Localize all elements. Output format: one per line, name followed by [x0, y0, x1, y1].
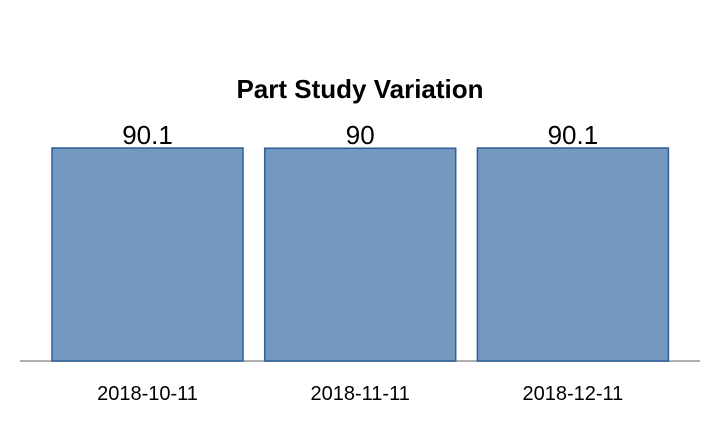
data-label-2: 90	[346, 120, 375, 150]
x-tick-label-1: 2018-10-11	[97, 383, 198, 405]
bar-3	[476, 147, 670, 362]
bar-2	[263, 147, 457, 362]
x-tick-label-3: 2018-12-11	[522, 383, 623, 405]
x-tick-label-2: 2018-11-11	[311, 383, 410, 405]
data-label-1: 90.1	[122, 120, 173, 150]
data-label-3: 90.1	[548, 120, 599, 150]
chart-title: Part Study Variation	[236, 74, 484, 104]
bar-1	[51, 147, 244, 362]
